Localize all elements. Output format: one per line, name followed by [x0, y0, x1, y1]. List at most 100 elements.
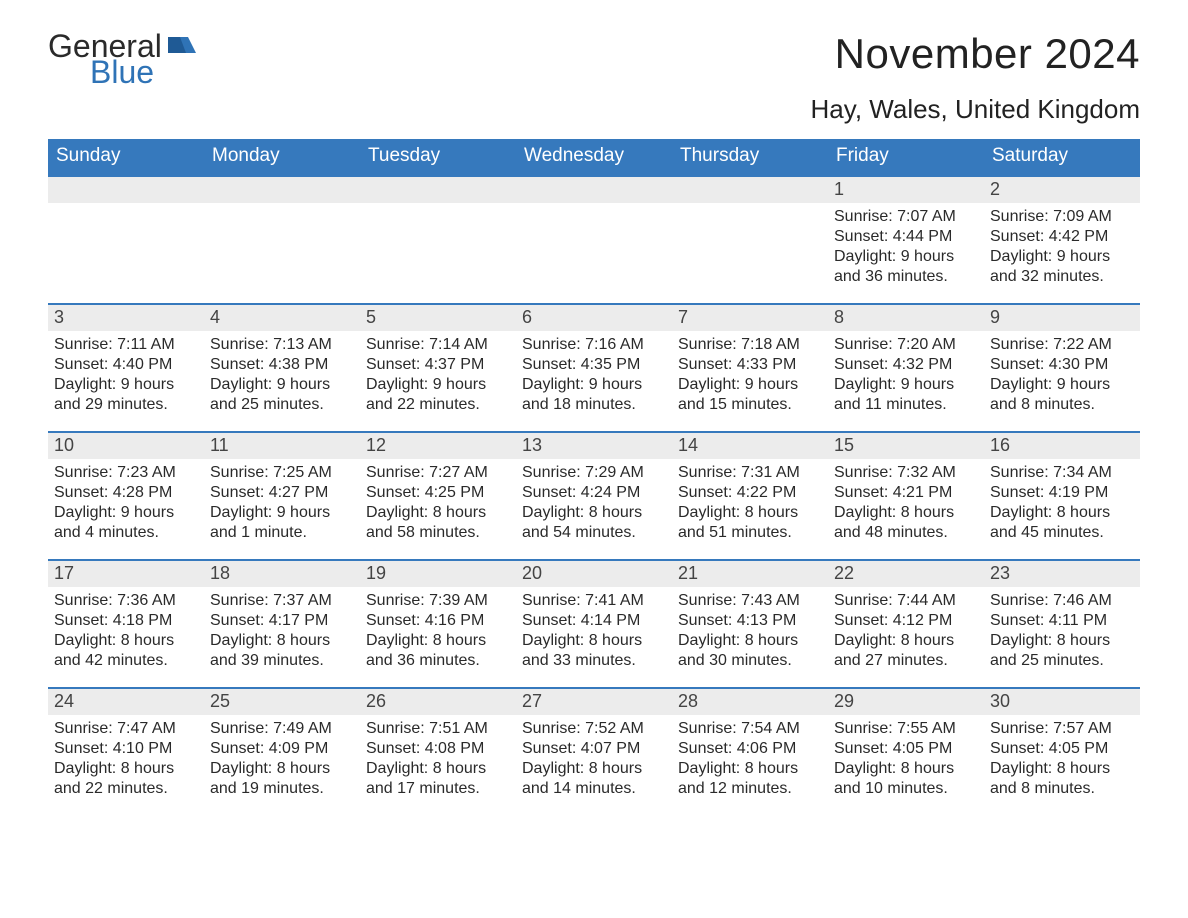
day-number: 17	[48, 561, 204, 587]
day-details: Sunrise: 7:14 AMSunset: 4:37 PMDaylight:…	[360, 331, 516, 421]
daylight-line: Daylight: 8 hours and 12 minutes.	[678, 759, 822, 799]
sunset-line: Sunset: 4:22 PM	[678, 483, 822, 503]
daylight-line: Daylight: 8 hours and 30 minutes.	[678, 631, 822, 671]
day-number: 9	[984, 305, 1140, 331]
daylight-line: Daylight: 9 hours and 32 minutes.	[990, 247, 1134, 287]
sunset-line: Sunset: 4:05 PM	[990, 739, 1134, 759]
day-details: Sunrise: 7:29 AMSunset: 4:24 PMDaylight:…	[516, 459, 672, 549]
weekday-header: Thursday	[672, 139, 828, 176]
sunset-line: Sunset: 4:44 PM	[834, 227, 978, 247]
calendar-day-cell: 26Sunrise: 7:51 AMSunset: 4:08 PMDayligh…	[360, 688, 516, 816]
calendar-day-cell: 15Sunrise: 7:32 AMSunset: 4:21 PMDayligh…	[828, 432, 984, 560]
daylight-line: Daylight: 9 hours and 8 minutes.	[990, 375, 1134, 415]
calendar-table: Sunday Monday Tuesday Wednesday Thursday…	[48, 139, 1140, 816]
calendar-week-row: 10Sunrise: 7:23 AMSunset: 4:28 PMDayligh…	[48, 432, 1140, 560]
daylight-line: Daylight: 9 hours and 15 minutes.	[678, 375, 822, 415]
sunrise-line: Sunrise: 7:54 AM	[678, 719, 822, 739]
sunset-line: Sunset: 4:30 PM	[990, 355, 1134, 375]
daylight-line: Daylight: 8 hours and 8 minutes.	[990, 759, 1134, 799]
calendar-day-cell: 16Sunrise: 7:34 AMSunset: 4:19 PMDayligh…	[984, 432, 1140, 560]
daylight-line: Daylight: 9 hours and 36 minutes.	[834, 247, 978, 287]
sunset-line: Sunset: 4:09 PM	[210, 739, 354, 759]
sunrise-line: Sunrise: 7:31 AM	[678, 463, 822, 483]
sunset-line: Sunset: 4:05 PM	[834, 739, 978, 759]
sunset-line: Sunset: 4:10 PM	[54, 739, 198, 759]
calendar-day-cell: 8Sunrise: 7:20 AMSunset: 4:32 PMDaylight…	[828, 304, 984, 432]
calendar-empty-cell	[360, 176, 516, 304]
day-number: 4	[204, 305, 360, 331]
calendar-day-cell: 5Sunrise: 7:14 AMSunset: 4:37 PMDaylight…	[360, 304, 516, 432]
day-details: Sunrise: 7:44 AMSunset: 4:12 PMDaylight:…	[828, 587, 984, 677]
day-details: Sunrise: 7:47 AMSunset: 4:10 PMDaylight:…	[48, 715, 204, 805]
daylight-line: Daylight: 8 hours and 33 minutes.	[522, 631, 666, 671]
logo-word-blue: Blue	[90, 56, 202, 88]
day-number: 30	[984, 689, 1140, 715]
day-number: 25	[204, 689, 360, 715]
calendar-day-cell: 2Sunrise: 7:09 AMSunset: 4:42 PMDaylight…	[984, 176, 1140, 304]
day-number: 18	[204, 561, 360, 587]
sunset-line: Sunset: 4:18 PM	[54, 611, 198, 631]
day-number: 13	[516, 433, 672, 459]
day-number: 11	[204, 433, 360, 459]
daylight-line: Daylight: 9 hours and 25 minutes.	[210, 375, 354, 415]
sunset-line: Sunset: 4:17 PM	[210, 611, 354, 631]
logo-flag-icon	[168, 33, 202, 57]
sunrise-line: Sunrise: 7:46 AM	[990, 591, 1134, 611]
day-details: Sunrise: 7:36 AMSunset: 4:18 PMDaylight:…	[48, 587, 204, 677]
sunset-line: Sunset: 4:21 PM	[834, 483, 978, 503]
day-details: Sunrise: 7:27 AMSunset: 4:25 PMDaylight:…	[360, 459, 516, 549]
calendar-week-row: 17Sunrise: 7:36 AMSunset: 4:18 PMDayligh…	[48, 560, 1140, 688]
daylight-line: Daylight: 9 hours and 4 minutes.	[54, 503, 198, 543]
day-details: Sunrise: 7:37 AMSunset: 4:17 PMDaylight:…	[204, 587, 360, 677]
empty-daynum-strip	[672, 177, 828, 203]
daylight-line: Daylight: 8 hours and 17 minutes.	[366, 759, 510, 799]
empty-daynum-strip	[360, 177, 516, 203]
calendar-day-cell: 19Sunrise: 7:39 AMSunset: 4:16 PMDayligh…	[360, 560, 516, 688]
day-number: 24	[48, 689, 204, 715]
daylight-line: Daylight: 8 hours and 25 minutes.	[990, 631, 1134, 671]
daylight-line: Daylight: 9 hours and 1 minute.	[210, 503, 354, 543]
sunset-line: Sunset: 4:35 PM	[522, 355, 666, 375]
day-number: 28	[672, 689, 828, 715]
day-details: Sunrise: 7:49 AMSunset: 4:09 PMDaylight:…	[204, 715, 360, 805]
sunset-line: Sunset: 4:07 PM	[522, 739, 666, 759]
calendar-empty-cell	[204, 176, 360, 304]
day-number: 5	[360, 305, 516, 331]
sunset-line: Sunset: 4:32 PM	[834, 355, 978, 375]
calendar-day-cell: 4Sunrise: 7:13 AMSunset: 4:38 PMDaylight…	[204, 304, 360, 432]
day-number: 10	[48, 433, 204, 459]
day-details: Sunrise: 7:07 AMSunset: 4:44 PMDaylight:…	[828, 203, 984, 293]
day-details: Sunrise: 7:20 AMSunset: 4:32 PMDaylight:…	[828, 331, 984, 421]
title-block: November 2024 Hay, Wales, United Kingdom	[811, 30, 1140, 135]
weekday-header: Monday	[204, 139, 360, 176]
calendar-week-row: 24Sunrise: 7:47 AMSunset: 4:10 PMDayligh…	[48, 688, 1140, 816]
month-title: November 2024	[811, 30, 1140, 78]
day-number: 1	[828, 177, 984, 203]
sunset-line: Sunset: 4:25 PM	[366, 483, 510, 503]
sunset-line: Sunset: 4:08 PM	[366, 739, 510, 759]
day-details: Sunrise: 7:31 AMSunset: 4:22 PMDaylight:…	[672, 459, 828, 549]
sunset-line: Sunset: 4:33 PM	[678, 355, 822, 375]
header-row: General Blue November 2024 Hay, Wales, U…	[48, 30, 1140, 135]
sunrise-line: Sunrise: 7:13 AM	[210, 335, 354, 355]
day-details: Sunrise: 7:18 AMSunset: 4:33 PMDaylight:…	[672, 331, 828, 421]
sunset-line: Sunset: 4:13 PM	[678, 611, 822, 631]
sunrise-line: Sunrise: 7:37 AM	[210, 591, 354, 611]
calendar-day-cell: 9Sunrise: 7:22 AMSunset: 4:30 PMDaylight…	[984, 304, 1140, 432]
sunrise-line: Sunrise: 7:39 AM	[366, 591, 510, 611]
sunset-line: Sunset: 4:42 PM	[990, 227, 1134, 247]
calendar-day-cell: 22Sunrise: 7:44 AMSunset: 4:12 PMDayligh…	[828, 560, 984, 688]
day-details: Sunrise: 7:46 AMSunset: 4:11 PMDaylight:…	[984, 587, 1140, 677]
sunrise-line: Sunrise: 7:07 AM	[834, 207, 978, 227]
day-number: 29	[828, 689, 984, 715]
day-number: 16	[984, 433, 1140, 459]
day-details: Sunrise: 7:52 AMSunset: 4:07 PMDaylight:…	[516, 715, 672, 805]
day-details: Sunrise: 7:25 AMSunset: 4:27 PMDaylight:…	[204, 459, 360, 549]
sunset-line: Sunset: 4:06 PM	[678, 739, 822, 759]
daylight-line: Daylight: 8 hours and 39 minutes.	[210, 631, 354, 671]
calendar-week-row: 1Sunrise: 7:07 AMSunset: 4:44 PMDaylight…	[48, 176, 1140, 304]
daylight-line: Daylight: 8 hours and 54 minutes.	[522, 503, 666, 543]
day-number: 20	[516, 561, 672, 587]
daylight-line: Daylight: 9 hours and 11 minutes.	[834, 375, 978, 415]
sunrise-line: Sunrise: 7:16 AM	[522, 335, 666, 355]
